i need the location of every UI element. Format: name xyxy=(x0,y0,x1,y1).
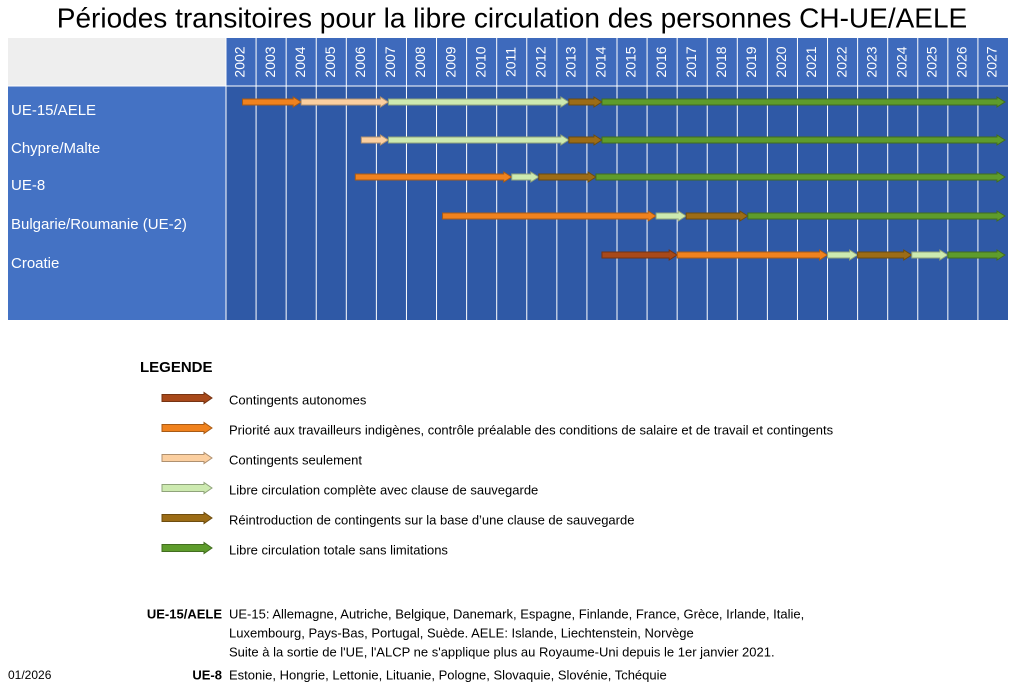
period-arrow xyxy=(747,210,1006,222)
period-arrow xyxy=(911,249,949,261)
x-tick-label: 2019 xyxy=(743,46,759,77)
legend-label: Priorité aux travailleurs indigènes, con… xyxy=(229,422,834,437)
x-tick-label: 2008 xyxy=(412,46,428,77)
row-label: Bulgarie/Roumanie (UE-2) xyxy=(11,216,187,233)
date: 01/2026 xyxy=(8,668,52,682)
x-tick-label: 2017 xyxy=(683,46,699,77)
row-label-panel xyxy=(8,86,226,320)
row-label: Chypre/Malte xyxy=(11,140,100,157)
x-tick-label: 2024 xyxy=(893,46,909,77)
note-text: UE-15: Allemagne, Autriche, Belgique, Da… xyxy=(229,606,804,621)
x-tick-label: 2013 xyxy=(563,46,579,77)
period-arrow xyxy=(360,134,390,146)
period-arrow xyxy=(595,171,1006,183)
period-arrow xyxy=(538,171,597,183)
period-arrow xyxy=(827,249,859,261)
header-corner xyxy=(8,38,226,86)
row-label: UE-8 xyxy=(11,177,45,194)
period-arrow xyxy=(676,249,829,261)
x-tick-label: 2020 xyxy=(773,46,789,77)
x-tick-label: 2021 xyxy=(803,46,819,77)
period-arrow xyxy=(601,249,679,261)
x-tick-label: 2015 xyxy=(623,46,639,77)
legend-swatch xyxy=(161,451,213,465)
x-tick-label: 2025 xyxy=(924,46,940,77)
period-arrow xyxy=(511,171,540,183)
x-tick-label: 2014 xyxy=(593,46,609,77)
x-tick-label: 2009 xyxy=(442,46,458,77)
row-label: Croatie xyxy=(11,255,59,272)
x-tick-label: 2026 xyxy=(954,46,970,77)
period-arrow xyxy=(354,171,513,183)
row-label: UE-15/AELE xyxy=(11,102,96,119)
period-arrow xyxy=(947,249,1006,261)
period-arrow xyxy=(601,96,1006,108)
x-tick-label: 2003 xyxy=(262,46,278,77)
period-arrow xyxy=(387,134,570,146)
period-arrow xyxy=(300,96,390,108)
x-tick-label: 2004 xyxy=(292,46,308,77)
legend-label: Réintroduction de contingents sur la bas… xyxy=(229,512,634,527)
legend-swatch xyxy=(161,421,213,435)
legend-swatch xyxy=(161,391,213,405)
legend-label: Contingents seulement xyxy=(229,452,362,467)
period-arrow xyxy=(568,96,603,108)
x-tick-label: 2022 xyxy=(833,46,849,77)
period-arrow xyxy=(387,96,570,108)
period-arrow xyxy=(442,210,658,222)
x-tick-label: 2011 xyxy=(502,47,518,77)
x-tick-label: 2018 xyxy=(713,46,729,77)
legend-swatch xyxy=(161,481,213,495)
period-arrow xyxy=(568,134,603,146)
x-tick-label: 2005 xyxy=(322,46,338,77)
x-tick-label: 2012 xyxy=(533,46,549,77)
period-arrow xyxy=(601,134,1006,146)
legend-swatch xyxy=(161,541,213,555)
note-label: UE-8 xyxy=(192,667,222,682)
x-tick-label: 2007 xyxy=(382,46,398,77)
period-arrow xyxy=(655,210,688,222)
chart-title: Périodes transitoires pour la libre circ… xyxy=(57,2,967,33)
legend-label: Contingents autonomes xyxy=(229,392,367,407)
x-tick-label: 2027 xyxy=(984,46,1000,77)
legend-title: LEGENDE xyxy=(140,359,213,376)
note-label: UE-15/AELE xyxy=(147,606,222,621)
legend-label: Libre circulation totale sans limitation… xyxy=(229,542,448,557)
x-tick-label: 2023 xyxy=(863,46,879,77)
period-arrow xyxy=(685,210,749,222)
note-text: Luxembourg, Pays-Bas, Portugal, Suède. A… xyxy=(229,625,694,640)
x-tick-label: 2002 xyxy=(232,46,248,77)
legend-swatch xyxy=(161,511,213,525)
period-arrow xyxy=(242,96,303,108)
note-text: Suite à la sortie de l'UE, l'ALCP ne s'a… xyxy=(229,644,775,659)
x-tick-label: 2010 xyxy=(472,46,488,77)
legend-label: Libre circulation complète avec clause d… xyxy=(229,482,538,497)
period-arrow xyxy=(857,249,913,261)
x-tick-label: 2006 xyxy=(352,46,368,77)
note-text: Estonie, Hongrie, Lettonie, Lituanie, Po… xyxy=(229,667,667,682)
x-tick-label: 2016 xyxy=(653,46,669,77)
